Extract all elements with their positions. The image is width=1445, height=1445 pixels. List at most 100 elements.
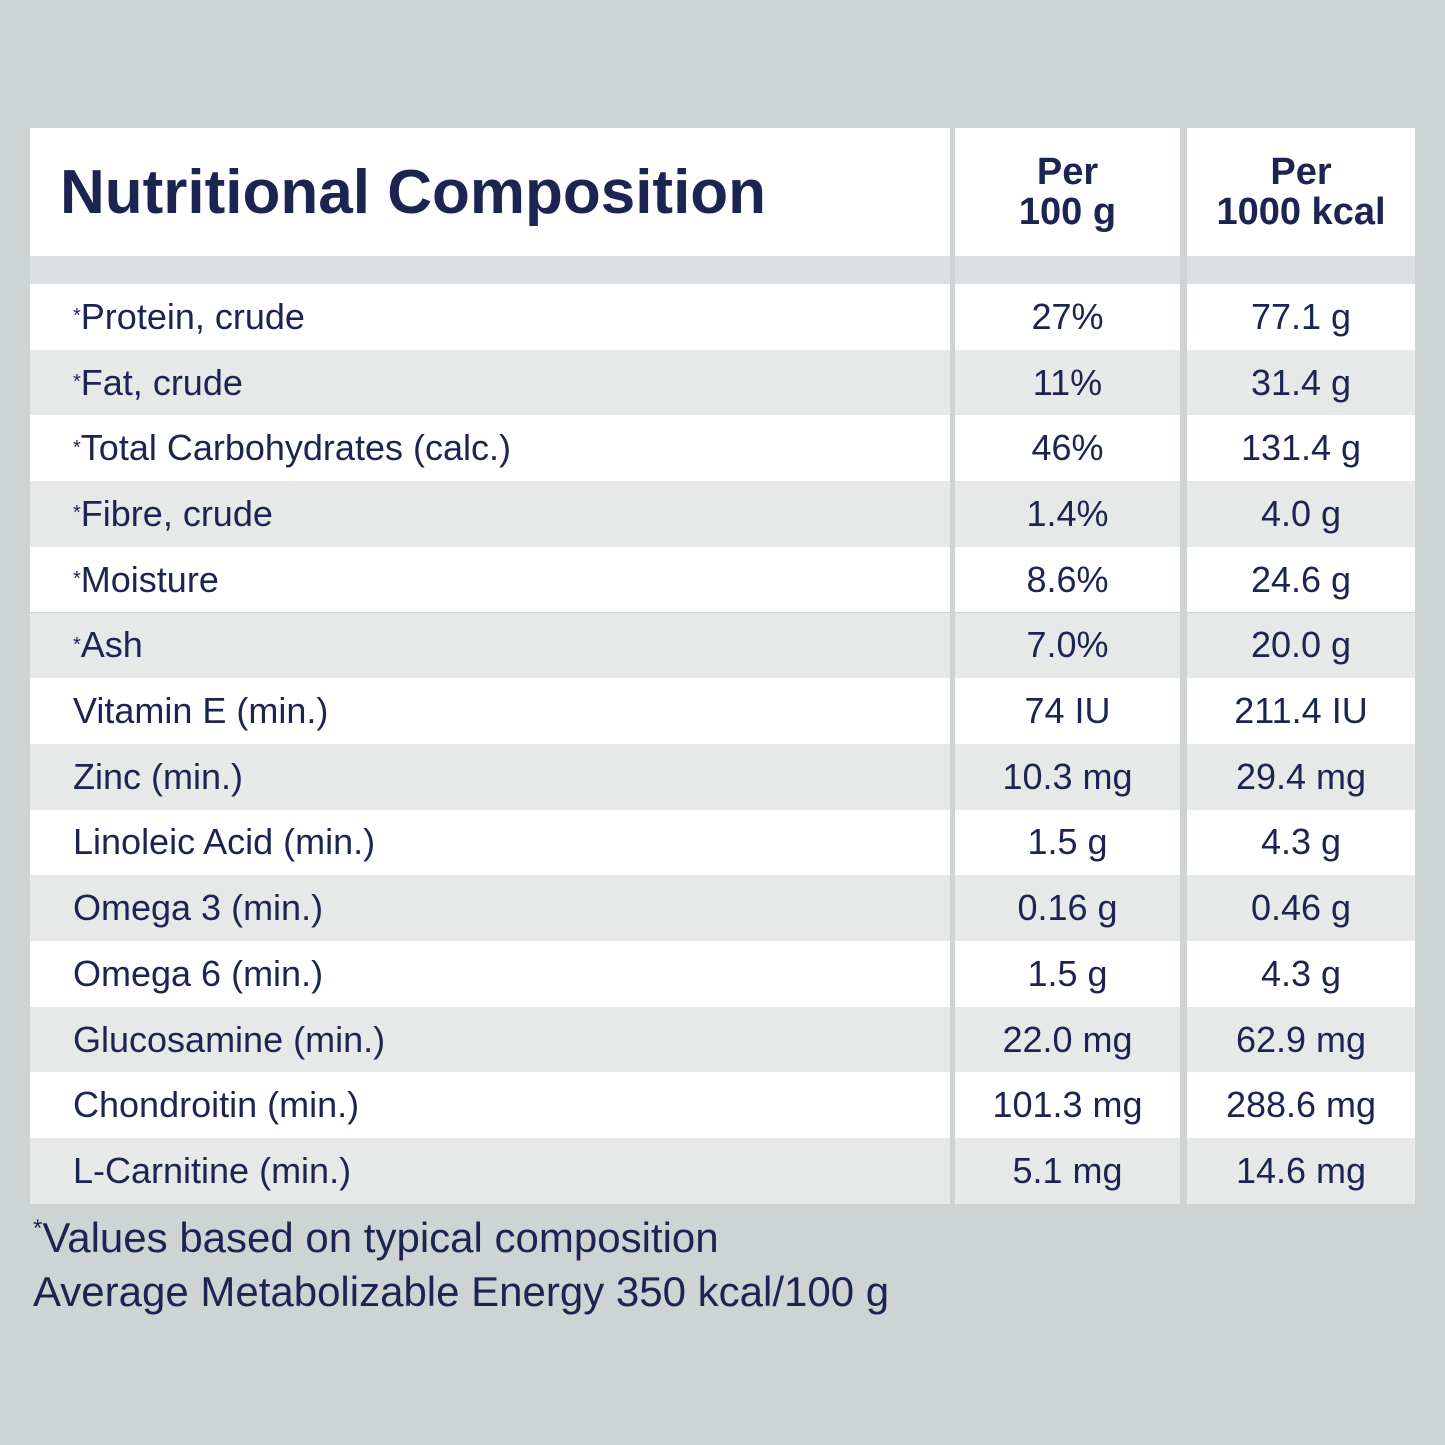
row-label: Omega 3 (min.) [30, 875, 950, 941]
nutrient-name: Fat, crude [80, 361, 243, 403]
value-cell: 74 IU [955, 678, 1180, 744]
row-label: Vitamin E (min.) [30, 678, 950, 744]
footnote-mark: * [73, 502, 81, 525]
nutrient-name: Linoleic Acid (min.) [73, 821, 376, 863]
value: 4.3 g [1260, 821, 1342, 863]
nutrient-name: Omega 6 (min.) [73, 952, 324, 994]
header-line: Per [1270, 151, 1332, 193]
value: 27% [1031, 295, 1104, 337]
value-cell: 8.6% [955, 546, 1180, 613]
value-cell: 101.3 mg [955, 1072, 1180, 1139]
title: Nutritional Composition [60, 157, 767, 227]
row-label: L-Carnitine (min.) [30, 1138, 950, 1204]
value-cell: 46% [955, 415, 1180, 482]
nutrient-name: Vitamin E (min.) [73, 690, 329, 732]
row-label: * Ash [30, 612, 950, 679]
value-cell: 211.4 IU [1187, 678, 1415, 744]
footnote-mark: * [73, 568, 81, 591]
row-label: * Fibre, crude [30, 481, 950, 547]
header-line: Per [1036, 151, 1099, 193]
footnote: Average Metabolizable Energy 350 kcal/10… [33, 1268, 889, 1316]
value-cell: 29.4 mg [1187, 743, 1415, 810]
value-cell: 4.3 g [1187, 941, 1415, 1007]
value-cell: 5.1 mg [955, 1138, 1180, 1204]
row-label: Glucosamine (min.) [30, 1006, 950, 1073]
row-label: Omega 6 (min.) [30, 941, 950, 1007]
value-cell: 0.16 g [955, 875, 1180, 941]
value: 46% [1031, 427, 1104, 469]
header-cell: Per 100 g [955, 128, 1180, 256]
value: 1.5 g [1027, 821, 1108, 863]
value: 8.6% [1026, 558, 1109, 600]
value-cell: 62.9 mg [1187, 1006, 1415, 1073]
value-cell: 14.6 mg [1187, 1138, 1415, 1204]
value-cell: 77.1 g [1187, 284, 1415, 350]
nutrient-name: Ash [80, 624, 143, 666]
value-cell: 0.46 g [1187, 875, 1415, 941]
value-cell: 10.3 mg [955, 743, 1180, 810]
value-cell: 7.0% [955, 612, 1180, 679]
value: 22.0 mg [1002, 1018, 1133, 1060]
row-label: Linoleic Acid (min.) [30, 809, 950, 876]
value: 74 IU [1024, 690, 1111, 732]
header-cell: Per 1000 kcal [1187, 128, 1415, 256]
row-label: * Moisture [30, 546, 950, 613]
value-cell: 24.6 g [1187, 546, 1415, 613]
header-title-cell: Nutritional Composition [30, 128, 950, 256]
value-cell: 31.4 g [1187, 349, 1415, 416]
footnote-text: Average Metabolizable Energy 350 kcal/10… [33, 1268, 890, 1315]
value-cell: 131.4 g [1187, 415, 1415, 482]
nutrient-name: Moisture [80, 558, 219, 600]
footnote-mark: * [73, 633, 81, 656]
value: 211.4 IU [1234, 690, 1368, 732]
value: 14.6 mg [1235, 1149, 1367, 1191]
footnote-mark: * [33, 1215, 43, 1242]
value: 10.3 mg [1002, 755, 1133, 797]
nutrient-name: Chondroitin (min.) [73, 1084, 360, 1126]
row-label: Zinc (min.) [30, 743, 950, 810]
value-cell: 27% [955, 284, 1180, 350]
value: 62.9 mg [1235, 1018, 1367, 1060]
value: 5.1 mg [1012, 1149, 1123, 1191]
value-cell: 1.4% [955, 481, 1180, 547]
value-cell: 4.3 g [1187, 809, 1415, 876]
value: 4.0 g [1260, 492, 1342, 534]
footnote-mark: * [73, 305, 81, 328]
value: 288.6 mg [1225, 1084, 1377, 1126]
spacer [30, 256, 950, 284]
value-cell: 4.0 g [1187, 481, 1415, 547]
footnote-mark: * [73, 371, 81, 394]
header-line: 100 g [1018, 191, 1117, 233]
value-cell: 20.0 g [1187, 612, 1415, 679]
value: 131.4 g [1240, 427, 1362, 469]
row-label: Chondroitin (min.) [30, 1072, 950, 1139]
value: 7.0% [1026, 624, 1109, 666]
value-cell: 11% [955, 349, 1180, 416]
footnote-mark: * [73, 436, 81, 459]
nutrient-name: Omega 3 (min.) [73, 887, 324, 929]
nutrient-name: Fibre, crude [80, 492, 273, 534]
value: 4.3 g [1260, 952, 1342, 994]
value: 0.46 g [1250, 887, 1352, 929]
row-label: * Total Carbohydrates (calc.) [30, 415, 950, 482]
value: 20.0 g [1250, 624, 1352, 666]
nutrient-name: Zinc (min.) [73, 755, 243, 797]
value: 101.3 mg [992, 1084, 1143, 1126]
footnote-text: Values based on typical composition [42, 1214, 719, 1261]
value-cell: 1.5 g [955, 941, 1180, 1007]
value: 0.16 g [1017, 887, 1118, 929]
value: 1.5 g [1027, 952, 1108, 994]
row-label: * Protein, crude [30, 284, 950, 350]
nutrient-name: Glucosamine (min.) [73, 1018, 386, 1060]
nutrient-name: L-Carnitine (min.) [73, 1149, 352, 1191]
row-label: * Fat, crude [30, 349, 950, 416]
value: 24.6 g [1250, 558, 1352, 600]
header-line: 1000 kcal [1216, 191, 1386, 233]
value-cell: 22.0 mg [955, 1006, 1180, 1073]
footnote: *Values based on typical composition [33, 1214, 719, 1262]
value-cell: 288.6 mg [1187, 1072, 1415, 1139]
value: 1.4% [1026, 492, 1109, 534]
nutrient-name: Protein, crude [80, 295, 305, 337]
value-cell: 1.5 g [955, 809, 1180, 876]
